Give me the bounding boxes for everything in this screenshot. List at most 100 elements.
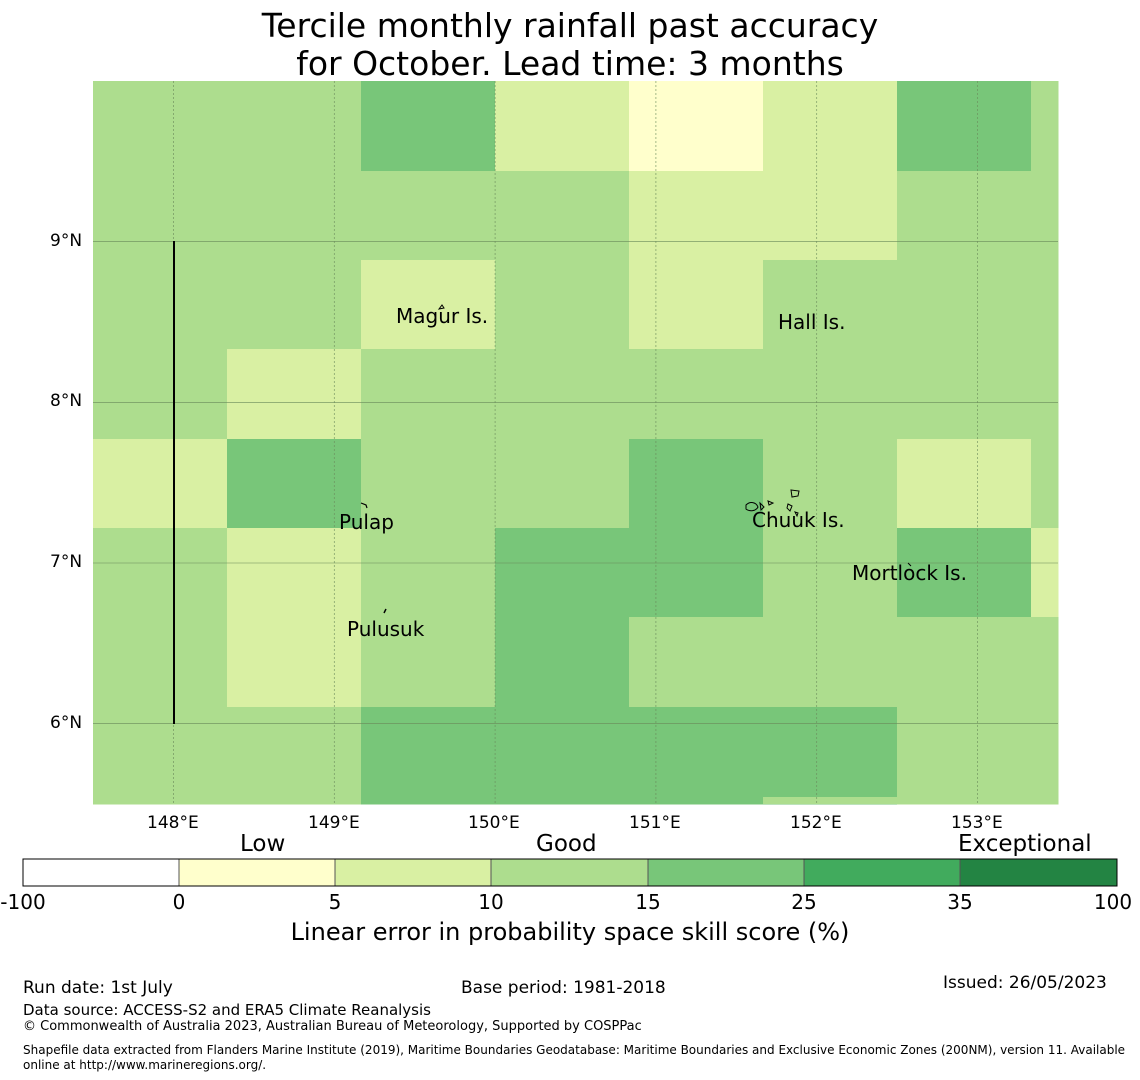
lon-tick-149: 149°E [308,813,360,833]
colorbar-category-low: Low [240,831,286,857]
skill-cell [629,349,764,440]
skill-cell [495,349,630,440]
lon-tick-151: 151°E [629,813,681,833]
skill-cell [897,349,1032,440]
skill-cell [227,81,362,172]
skill-cell [93,439,228,529]
skill-cell [93,707,228,805]
skill-cell [629,528,764,618]
skill-cell [629,617,764,708]
skill-cell [629,171,764,261]
pulap-island-shape [360,502,368,509]
skill-cell [495,81,630,172]
skill-cells [93,81,1059,805]
lon-tick-153: 153°E [951,813,1003,833]
colorbar-tick-100: 100 [1093,890,1133,914]
skill-cell [495,528,630,618]
skill-cell [93,81,228,172]
skill-cell [361,81,496,172]
skill-cell [227,349,362,440]
skill-cell [361,617,496,708]
skill-cell [495,171,630,261]
colorbar-tick-35: 35 [947,890,973,914]
colorbar-segment-2 [179,859,336,886]
base-period: Base period: 1981-2018 [461,978,666,998]
skill-cell [897,528,1032,618]
skill-cell [495,707,630,805]
skill-cell [227,260,362,350]
skill-cell [629,81,764,172]
skill-cell [763,349,898,440]
skill-cell [897,81,1032,172]
skill-cell [629,260,764,350]
skill-cell [495,617,630,708]
colorbar-category-good: Good [536,831,597,857]
skill-cell [361,439,496,529]
skill-cell [227,439,362,529]
mortlock-island-shape [907,562,912,567]
colorbar-category-exceptional: Exceptional [958,831,1092,857]
skill-cell [361,707,496,805]
skill-cell [897,260,1032,350]
colorbar-segment-1 [23,859,180,886]
skill-cell [227,617,362,708]
colorbar-tick-15: 15 [635,890,661,914]
lat-tick-8: 8°N [50,391,83,411]
colorbar-segment-3 [335,859,492,886]
skill-cell [763,528,898,618]
skill-cell [897,439,1032,529]
skill-cell [763,617,898,708]
skill-cell [1031,617,1058,804]
island-label-hall-is: Hall Is. [778,310,845,334]
copyright: © Commonwealth of Australia 2023, Austra… [23,1019,642,1034]
lon-tick-148: 148°E [147,813,199,833]
magur-island-shape [437,304,445,310]
shapefile-credit-line-1: Shapefile data extracted from Flanders M… [23,1043,1126,1057]
skill-cell [763,260,898,350]
skill-cell [361,528,496,618]
lat-tick-7: 7°N [50,552,83,572]
island-labels: Magur Is. Hall Is. Pulap Chuuk Is. Mortlock … [339,304,967,641]
shapefile-credit-line-2: online at http://www.marineregions.org/. [23,1058,267,1072]
colorbar-segment-5 [648,859,805,886]
skill-cell [897,617,1032,708]
data-source: Data source: ACCESS-S2 and ERA5 Climate … [23,1001,431,1019]
skill-cell [897,707,1032,805]
colorbar-segment-4 [491,859,648,886]
title-line-2: for October. Lead time: 3 months [296,44,844,83]
lat-tick-6: 6°N [50,713,83,733]
map-gridlines [93,81,1058,804]
lon-tick-152: 152°E [790,813,842,833]
skill-cell [763,797,897,804]
colorbar-tick-0: 0 [172,890,186,914]
skill-cell [1031,528,1058,617]
skill-cell [227,171,362,261]
island-label-chuuk-is: Chuuk Is. [752,508,845,532]
skill-cell [93,171,228,261]
skill-cell [361,349,496,440]
colorbar-label: Linear error in probability space skill … [290,918,850,946]
colorbar-tick-minus100: -100 [0,890,46,914]
skill-cell [227,528,362,618]
island-label-pulusuk: Pulusuk [347,617,425,641]
skill-cell [495,439,630,529]
colorbar-tick-5: 5 [328,890,342,914]
skill-cell [629,439,764,529]
skill-cell [897,171,1032,261]
colorbar-segment-6 [804,859,961,886]
skill-cell [1031,81,1058,528]
island-label-magur-is: Magur Is. [396,304,488,328]
colorbar-tick-25: 25 [791,890,817,914]
skill-cell [93,349,228,440]
colorbar [22,858,1118,887]
skill-cell [227,707,362,805]
island-outlines [173,241,912,724]
colorbar-tick-10: 10 [478,890,504,914]
skill-cell [763,707,898,805]
skill-cell [93,260,228,350]
lon-tick-150: 150°E [468,813,520,833]
skill-cell [361,260,496,350]
skill-cell [361,171,496,261]
skill-cell [763,171,898,261]
